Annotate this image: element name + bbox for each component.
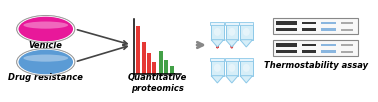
Ellipse shape	[243, 28, 250, 36]
Bar	[240, 24, 253, 40]
Bar	[273, 18, 358, 34]
Bar	[273, 40, 358, 56]
Bar	[210, 58, 225, 61]
Ellipse shape	[214, 64, 221, 72]
Ellipse shape	[18, 49, 74, 75]
Bar	[164, 60, 169, 74]
Bar	[341, 50, 353, 53]
Ellipse shape	[228, 64, 235, 72]
Bar	[302, 44, 316, 46]
Bar	[226, 24, 238, 40]
Text: Drug resistance: Drug resistance	[8, 73, 83, 81]
Bar	[276, 43, 297, 47]
Polygon shape	[211, 40, 224, 47]
Ellipse shape	[228, 28, 235, 36]
Ellipse shape	[23, 22, 68, 29]
Ellipse shape	[18, 16, 74, 42]
Bar	[302, 28, 316, 31]
Polygon shape	[226, 40, 238, 47]
Ellipse shape	[214, 28, 221, 36]
Bar	[302, 22, 316, 24]
Bar	[226, 60, 238, 76]
Ellipse shape	[17, 48, 75, 75]
Ellipse shape	[243, 64, 250, 72]
Polygon shape	[240, 40, 253, 47]
Bar	[341, 22, 353, 24]
Bar	[147, 53, 151, 74]
Text: Quantitative
proteomics: Quantitative proteomics	[128, 73, 187, 93]
Ellipse shape	[17, 16, 75, 43]
Bar	[240, 60, 253, 76]
Bar	[170, 66, 174, 74]
Bar	[276, 50, 297, 53]
Text: Thermostability assay: Thermostability assay	[264, 62, 368, 70]
Bar	[142, 42, 146, 74]
Polygon shape	[240, 76, 253, 83]
Bar	[225, 58, 239, 61]
Bar	[225, 22, 239, 25]
Bar	[321, 44, 336, 46]
Bar	[341, 29, 353, 30]
Bar	[159, 51, 163, 74]
Bar	[341, 44, 353, 46]
Bar	[239, 22, 253, 25]
Bar	[239, 58, 253, 61]
Ellipse shape	[23, 55, 68, 62]
Bar	[210, 22, 225, 25]
Bar	[321, 28, 336, 31]
Bar	[136, 26, 141, 74]
Bar	[276, 28, 297, 31]
Bar	[211, 60, 224, 76]
Polygon shape	[211, 76, 224, 83]
Bar	[152, 62, 156, 74]
Bar	[321, 50, 336, 53]
Bar	[321, 22, 336, 24]
Text: Vehicle: Vehicle	[29, 40, 63, 49]
Bar	[302, 50, 316, 53]
Polygon shape	[226, 76, 238, 83]
Bar	[211, 24, 224, 40]
Bar	[276, 21, 297, 25]
